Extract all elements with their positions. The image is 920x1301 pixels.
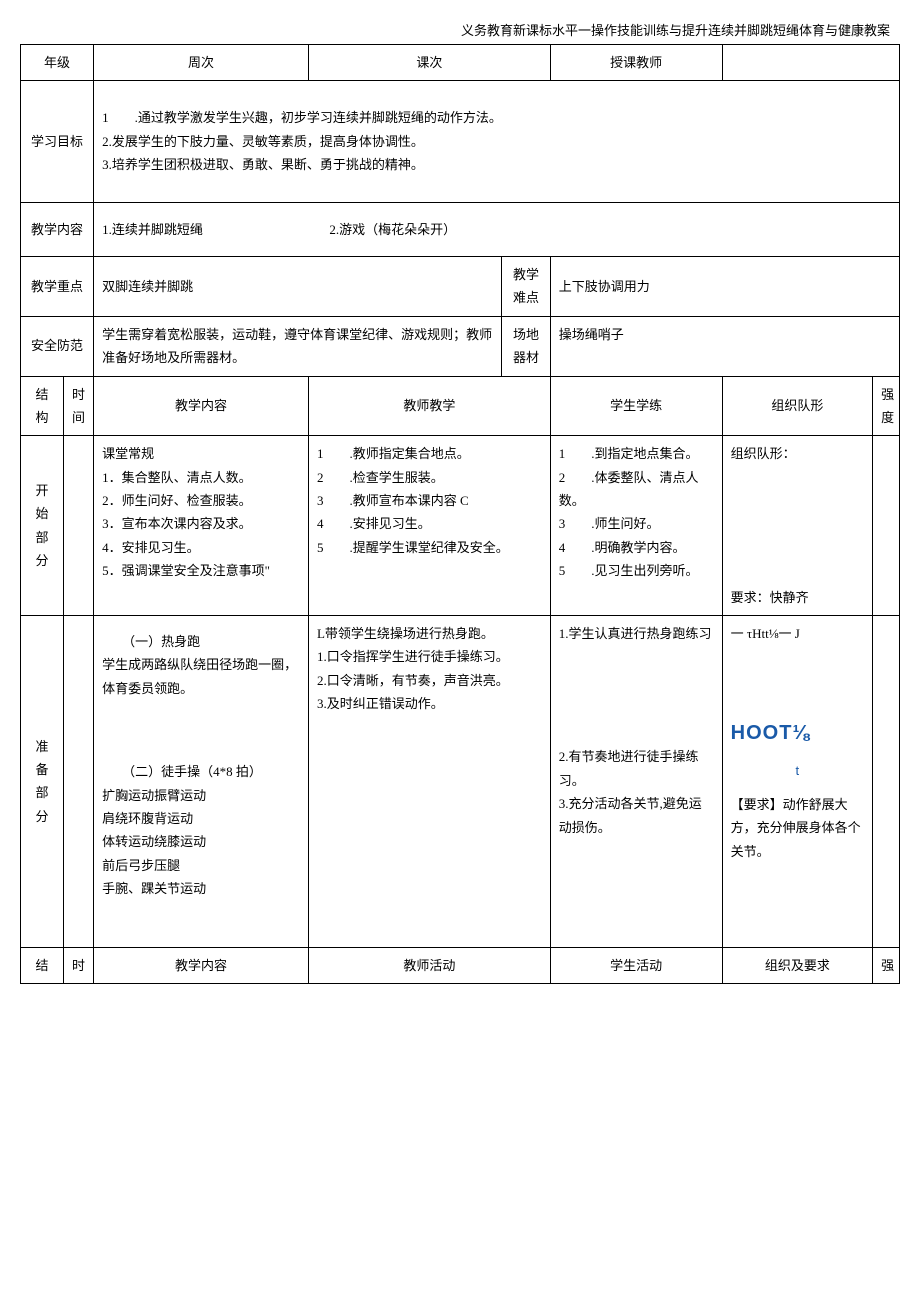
teacher-label: 授课教师 (550, 45, 722, 81)
ss-l1: 1 .到指定地点集合。 (559, 442, 714, 465)
content-text: 1.连续并脚跳短绳 2.游戏（梅花朵朵开） (94, 202, 900, 256)
start-time (63, 436, 93, 616)
t-char: t (731, 759, 864, 782)
ss-l5: 5 .见习生出列旁听。 (559, 559, 714, 582)
prep-intensity (873, 616, 900, 948)
th-student: 学生学练 (550, 376, 722, 436)
prep-p2-title: （二）徒手操（4*8 拍） (122, 764, 262, 779)
st-l5: 5 .提醒学生课堂纪律及安全。 (317, 536, 542, 559)
fh-student: 学生活动 (550, 947, 722, 983)
safety-label: 安全防范 (21, 316, 94, 376)
fh-org: 组织及要求 (722, 947, 872, 983)
start-org: 组织队形： 要求：快静齐 (722, 436, 872, 616)
equip-text: 操场绳哨子 (550, 316, 899, 376)
prep-section-row: 准备部分 （一）热身跑 学生成两路纵队绕田径场跑一圈，体育委员领跑。 （二）徒手… (21, 616, 900, 948)
st-l4: 4 .安排见习生。 (317, 512, 542, 535)
prep-p1-text: 学生成两路纵队绕田径场跑一圈，体育委员领跑。 (102, 653, 300, 700)
section-header-row: 结构 时间 教学内容 教师教学 学生学练 组织队形 强度 (21, 376, 900, 436)
start-org-req: 要求：快静齐 (731, 586, 864, 609)
prep-org: 一 τHtt⅛一 J HOOT⅛ t 【要求】动作舒展大方，充分伸展身体各个关节… (722, 616, 872, 948)
pt-l2: 1.口令指挥学生进行徒手操练习。 (317, 645, 542, 668)
prep-content: （一）热身跑 学生成两路纵队绕田径场跑一圈，体育委员领跑。 （二）徒手操（4*8… (94, 616, 309, 948)
p2l3: 体转运动绕膝运动 (102, 830, 300, 853)
ps-l3: 3.充分活动各关节,避免运动损伤。 (559, 792, 714, 839)
content-row: 教学内容 1.连续并脚跳短绳 2.游戏（梅花朵朵开） (21, 202, 900, 256)
ss-l2: 2 .体委整队、清点人数。 (559, 466, 714, 513)
th-content: 教学内容 (94, 376, 309, 436)
prep-student: 1.学生认真进行热身跑练习 2.有节奏地进行徒手操练习。 3.充分活动各关节,避… (550, 616, 722, 948)
sc-l2: 2．师生问好、检查服装。 (102, 489, 300, 512)
fh-structure: 结 (21, 947, 64, 983)
objectives-row: 学习目标 1 .通过教学激发学生兴趣，初步学习连续并脚跳短绳的动作方法。 2.发… (21, 81, 900, 202)
pt-l1: L带领学生绕操场进行热身跑。 (317, 622, 542, 645)
lesson-plan-table: 年级 周次 课次 授课教师 学习目标 1 .通过教学激发学生兴趣，初步学习连续并… (20, 44, 900, 984)
start-label: 开始部分 (21, 436, 64, 616)
safety-text: 学生需穿着宽松服装，运动鞋，遵守体育课堂纪律、游戏规则；教师准备好场地及所需器材… (94, 316, 502, 376)
ps-l1: 1.学生认真进行热身跑练习 (559, 622, 714, 645)
start-student: 1 .到指定地点集合。 2 .体委整队、清点人数。 3 .师生问好。 4 .明确… (550, 436, 722, 616)
header-info-row: 年级 周次 课次 授课教师 (21, 45, 900, 81)
prep-label: 准备部分 (21, 616, 64, 948)
fh-teacher: 教师活动 (308, 947, 550, 983)
prep-org-req: 【要求】动作舒展大方，充分伸展身体各个关节。 (731, 793, 864, 863)
prep-p1-title: （一）热身跑 (122, 634, 200, 649)
equip-label: 场地器材 (502, 316, 550, 376)
sc-l5: 5．强调课堂安全及注意事项" (102, 559, 300, 582)
fh-time: 时 (63, 947, 93, 983)
th-org: 组织队形 (722, 376, 872, 436)
content-label: 教学内容 (21, 202, 94, 256)
start-content: 课堂常规 1．集合整队、清点人数。 2．师生问好、检查服装。 3．宣布本次课内容… (94, 436, 309, 616)
week-label: 周次 (94, 45, 309, 81)
obj-line-1: 1 .通过教学激发学生兴趣，初步学习连续并脚跳短绳的动作方法。 (102, 106, 891, 129)
obj-line-2: 2.发展学生的下肢力量、灵敏等素质，提高身体协调性。 (102, 130, 891, 153)
difficulty-text: 上下肢协调用力 (550, 256, 899, 316)
keypoint-text: 双脚连续并脚跳 (94, 256, 502, 316)
p2l1: 扩胸运动振臂运动 (102, 784, 300, 807)
th-intensity: 强度 (873, 376, 900, 436)
footer-header-row: 结 时 教学内容 教师活动 学生活动 组织及要求 强 (21, 947, 900, 983)
ss-l4: 4 .明确教学内容。 (559, 536, 714, 559)
start-org-title: 组织队形： (731, 442, 864, 465)
start-section-row: 开始部分 课堂常规 1．集合整队、清点人数。 2．师生问好、检查服装。 3．宣布… (21, 436, 900, 616)
st-l3: 3 .教师宣布本课内容 C (317, 489, 542, 512)
sc-l3: 3．宣布本次课内容及求。 (102, 512, 300, 535)
fh-content: 教学内容 (94, 947, 309, 983)
page-title: 义务教育新课标水平一操作技能训练与提升连续并脚跳短绳体育与健康教案 (20, 20, 900, 39)
prep-org-sym1: 一 τHtt⅛一 J (731, 622, 864, 645)
p2l4: 前后弓步压腿 (102, 854, 300, 877)
hoot-text: HOOT⅛ (731, 715, 864, 751)
sc-l1: 1．集合整队、清点人数。 (102, 466, 300, 489)
pt-l3: 2.口令清晰，有节奏，声音洪亮。 (317, 669, 542, 692)
p2l5: 手腕、踝关节运动 (102, 877, 300, 900)
th-teacher: 教师教学 (308, 376, 550, 436)
ps-l2: 2.有节奏地进行徒手操练习。 (559, 745, 714, 792)
th-structure: 结构 (21, 376, 64, 436)
st-l2: 2 .检查学生服装。 (317, 466, 542, 489)
p2l2: 肩绕环腹背运动 (102, 807, 300, 830)
prep-time (63, 616, 93, 948)
keypoint-label: 教学重点 (21, 256, 94, 316)
content-item-1: 1.连续并脚跳短绳 (102, 222, 203, 237)
teacher-value (722, 45, 899, 81)
prep-teacher: L带领学生绕操场进行热身跑。 1.口令指挥学生进行徒手操练习。 2.口令清晰，有… (308, 616, 550, 948)
objectives-label: 学习目标 (21, 81, 94, 202)
difficulty-label: 教学难点 (502, 256, 550, 316)
grade-label: 年级 (21, 45, 94, 81)
fh-intensity: 强 (873, 947, 900, 983)
lesson-label: 课次 (308, 45, 550, 81)
sc-l4: 4．安排见习生。 (102, 536, 300, 559)
obj-line-3: 3.培养学生团积极进取、勇敢、果断、勇于挑战的精神。 (102, 153, 891, 176)
start-intensity (873, 436, 900, 616)
start-content-title: 课堂常规 (102, 442, 300, 465)
keypoint-row: 教学重点 双脚连续并脚跳 教学难点 上下肢协调用力 (21, 256, 900, 316)
start-teacher: 1 .教师指定集合地点。 2 .检查学生服装。 3 .教师宣布本课内容 C 4 … (308, 436, 550, 616)
pt-l4: 3.及时纠正错误动作。 (317, 692, 542, 715)
safety-row: 安全防范 学生需穿着宽松服装，运动鞋，遵守体育课堂纪律、游戏规则；教师准备好场地… (21, 316, 900, 376)
th-time: 时间 (63, 376, 93, 436)
objectives-content: 1 .通过教学激发学生兴趣，初步学习连续并脚跳短绳的动作方法。 2.发展学生的下… (94, 81, 900, 202)
ss-l3: 3 .师生问好。 (559, 512, 714, 535)
st-l1: 1 .教师指定集合地点。 (317, 442, 542, 465)
content-item-2: 2.游戏（梅花朵朵开） (329, 222, 456, 237)
